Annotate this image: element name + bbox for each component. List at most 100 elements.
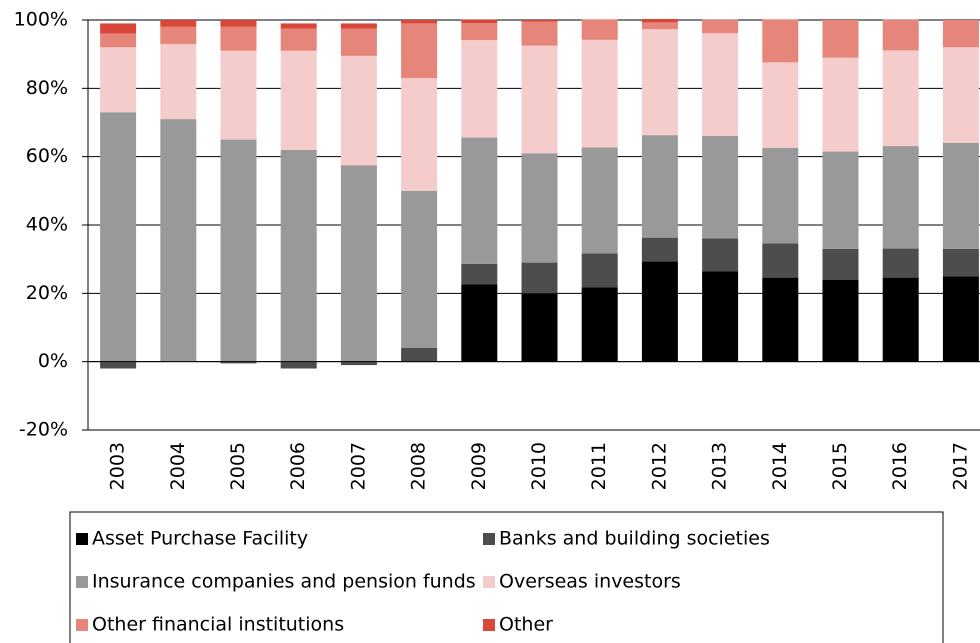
bar-segment: [822, 248, 859, 280]
legend-swatch: [76, 533, 88, 545]
bar-segment: [882, 19, 919, 51]
bar-segment: [882, 248, 919, 278]
legend-box: [69, 511, 944, 643]
bar-segment: [340, 23, 377, 29]
bar-segment: [702, 19, 739, 34]
legend-swatch: [76, 619, 88, 631]
y-tick-label: 100%: [14, 9, 68, 31]
y-tick-label: 0%: [38, 350, 68, 372]
bar-segment: [521, 153, 558, 263]
bar-segment: [641, 22, 678, 30]
bar-segment: [280, 361, 317, 369]
bar-segment: [340, 361, 377, 366]
bar-segment: [942, 20, 979, 48]
bar-segment: [702, 135, 739, 239]
bar-segment: [461, 263, 498, 285]
bar-segment: [942, 47, 979, 144]
x-tick-label: 2010: [528, 442, 550, 490]
bar-segment: [340, 28, 377, 56]
bar-segment: [882, 50, 919, 147]
bar-segment: [160, 43, 197, 120]
x-tick-label: 2006: [287, 442, 309, 490]
bar-segment: [822, 151, 859, 249]
bar-segment: [100, 112, 137, 362]
bar-segment: [220, 139, 257, 362]
bar-segment: [521, 262, 558, 294]
bar-segment: [461, 137, 498, 264]
legend-label: Other: [499, 614, 553, 636]
x-tick-label: 2017: [949, 442, 971, 490]
y-tick-label: 80%: [26, 77, 68, 99]
bar-segment: [581, 253, 618, 288]
bar-segment: [521, 45, 558, 154]
bar-segment: [461, 19, 498, 24]
bar-segment: [521, 20, 558, 22]
bar-segment: [160, 119, 197, 362]
bar-segment: [942, 143, 979, 249]
bar-segment: [762, 243, 799, 278]
bar-segment: [822, 20, 859, 58]
y-tick-label: 60%: [26, 145, 68, 167]
bar-segment: [581, 19, 618, 40]
bar-segment: [762, 19, 799, 63]
bar-segment: [641, 29, 678, 136]
x-tick-label: 2007: [347, 442, 369, 490]
x-tick-label: 2014: [769, 442, 791, 490]
x-tick-label: 2015: [829, 442, 851, 490]
bar-segment: [220, 50, 257, 140]
bar-segment: [641, 18, 678, 23]
y-tick-label: -20%: [19, 419, 68, 441]
y-tick-label: 40%: [26, 214, 68, 236]
bar-segment: [100, 47, 137, 113]
bar-segment: [702, 33, 739, 136]
bar-segment: [280, 28, 317, 51]
bar-segment: [160, 20, 197, 27]
x-tick-label: 2003: [107, 442, 129, 490]
bar-segment: [401, 78, 438, 191]
bar-segment: [340, 55, 377, 166]
bar-segment: [340, 165, 377, 362]
y-tick-label: 20%: [26, 282, 68, 304]
x-tick-label: 2009: [468, 442, 490, 490]
bar-segment: [702, 238, 739, 272]
x-tick-label: 2011: [588, 442, 610, 490]
bar-segment: [581, 39, 618, 148]
bar-segment: [401, 190, 438, 348]
bar-segment: [220, 20, 257, 27]
bar-segment: [220, 26, 257, 51]
legend-label: Overseas investors: [499, 571, 681, 593]
bar-segment: [762, 277, 799, 362]
bar-segment: [401, 20, 438, 24]
legend-swatch: [483, 619, 495, 631]
bar-segment: [882, 277, 919, 362]
bar-segment: [100, 23, 137, 34]
bar-segment: [100, 361, 137, 369]
bar-segment: [100, 33, 137, 48]
x-tick-label: 2016: [889, 442, 911, 490]
bar-segment: [461, 40, 498, 138]
bar-segment: [822, 57, 859, 152]
bar-segment: [762, 62, 799, 148]
bar-segment: [822, 279, 859, 362]
bar-segment: [581, 287, 618, 362]
bar-segment: [702, 271, 739, 362]
bar-segment: [641, 261, 678, 362]
x-tick-label: 2012: [648, 442, 670, 490]
bar-segment: [521, 293, 558, 362]
x-tick-label: 2004: [167, 442, 189, 490]
legend-label: Asset Purchase Facility: [92, 528, 308, 550]
bar-segment: [461, 284, 498, 362]
x-tick-label: 2005: [227, 442, 249, 490]
bar-segment: [762, 147, 799, 244]
bar-segment: [521, 21, 558, 46]
bar-segment: [280, 149, 317, 362]
bar-segment: [942, 276, 979, 362]
bar-segment: [401, 348, 438, 362]
legend-swatch: [483, 533, 495, 545]
bar-segment: [641, 135, 678, 238]
x-tick-label: 2013: [709, 442, 731, 490]
bar-segment: [461, 23, 498, 41]
legend-label: Banks and building societies: [499, 528, 770, 550]
bar-segment: [160, 26, 197, 44]
